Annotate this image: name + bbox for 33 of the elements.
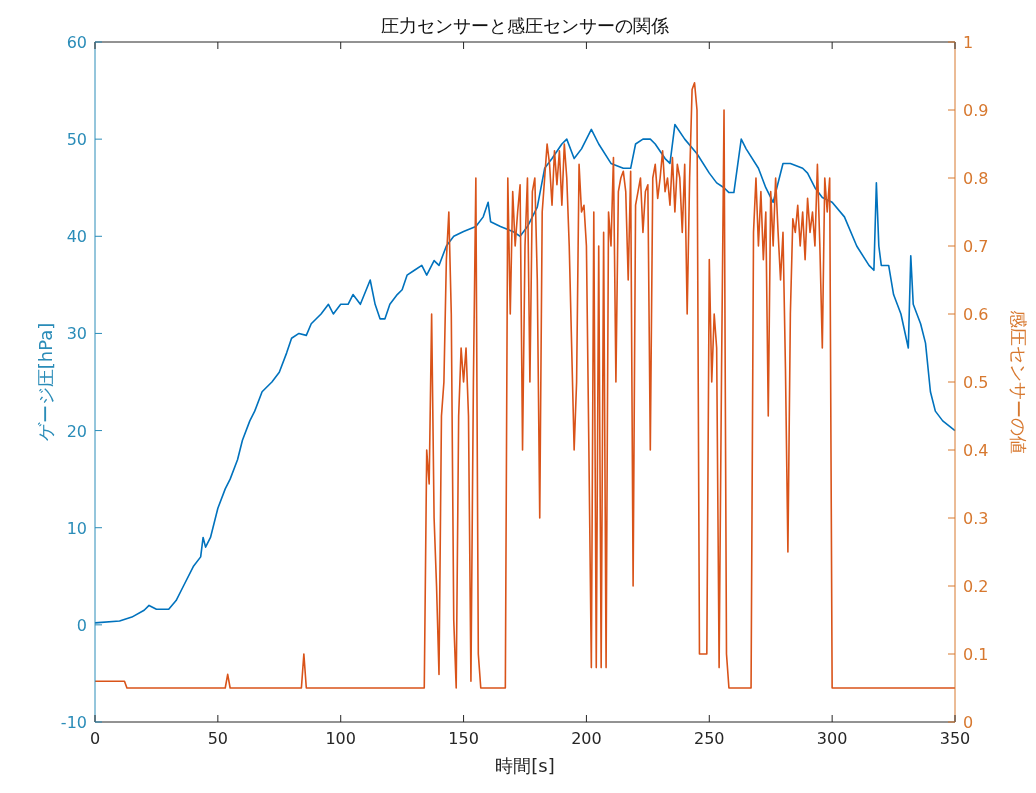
- x-tick-label: 0: [89, 729, 101, 748]
- y2-tick-label: 0.8: [963, 169, 989, 188]
- y2-tick-label: 0.3: [963, 509, 989, 528]
- y2-tick-label: 1: [963, 33, 974, 52]
- x-tick-label: 350: [939, 729, 971, 748]
- y2-tick-label: 0.6: [963, 305, 989, 324]
- y-tick-label: 0: [76, 615, 87, 635]
- y2-tick-label: 0.7: [963, 237, 989, 256]
- x-tick-label: 100: [325, 729, 356, 748]
- y-tick-label: 60: [66, 33, 87, 52]
- y-tick-label: 30: [66, 324, 87, 344]
- y2-tick-label: 0.2: [963, 577, 989, 596]
- x-tick-label: 200: [571, 729, 602, 748]
- y-tick-label: 40: [66, 227, 87, 247]
- y-axis-title: ゲージ圧[hPa]: [35, 322, 56, 442]
- y-tick-label: 20: [66, 421, 87, 441]
- y2-tick-label: 0: [963, 713, 974, 732]
- line-series: [94, 123, 956, 624]
- y2-tick-label: 0.9: [963, 101, 989, 120]
- x-axis-title: 時間[s]: [495, 755, 555, 776]
- x-tick-label: 150: [448, 729, 479, 748]
- y2-axis-title: 感圧センサーの値: [1008, 310, 1029, 454]
- y2-tick-label: 0.4: [963, 441, 989, 460]
- x-tick-label: 250: [694, 729, 725, 748]
- y-tick-label: 50: [66, 130, 87, 150]
- x-tick-label: 300: [816, 729, 848, 748]
- y-tick-label: -10: [60, 713, 87, 732]
- line-series: [94, 82, 956, 689]
- y2-tick-label: 0.5: [963, 373, 989, 392]
- y-tick-label: 10: [66, 518, 87, 538]
- y2-tick-label: 0.1: [963, 645, 989, 664]
- x-tick-label: 50: [207, 729, 229, 748]
- chart-title: 圧力センサーと感圧センサーの関係: [381, 15, 669, 36]
